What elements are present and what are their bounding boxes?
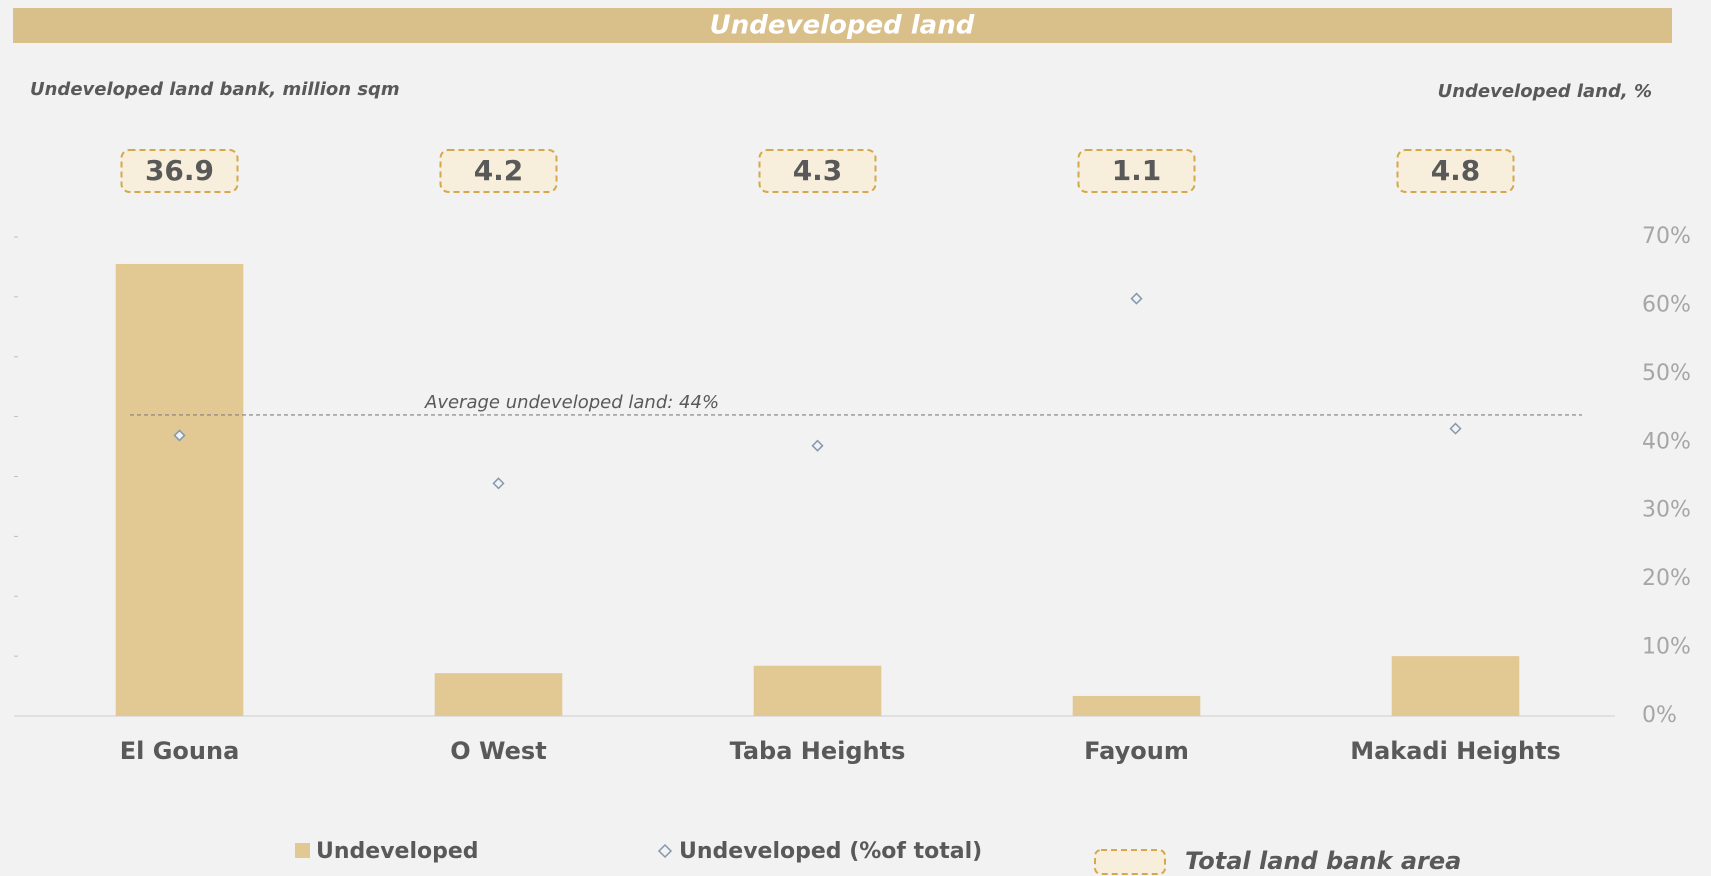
total-label: 4.8 <box>1431 154 1481 187</box>
legend-swatch <box>657 843 673 859</box>
point <box>1130 292 1143 305</box>
legend-swatch <box>295 843 310 858</box>
x-tick-label: Makadi Heights <box>1350 737 1561 765</box>
y2-tick-label: 50% <box>1642 361 1691 386</box>
bar <box>1072 695 1201 716</box>
title-bar <box>13 8 1672 43</box>
x-tick-label: Fayoum <box>1084 737 1189 765</box>
y2-tick-label: 70% <box>1642 224 1691 249</box>
total-label: 36.9 <box>145 154 214 187</box>
y-axis-label: Undeveloped land bank, million sqm <box>30 79 400 100</box>
total-box <box>758 149 877 193</box>
point <box>1449 422 1462 435</box>
legend-swatch <box>1094 849 1166 875</box>
total-label: 4.2 <box>474 154 524 187</box>
y2-tick-label: 20% <box>1642 566 1691 591</box>
x-tick-label: El Gouna <box>120 737 240 765</box>
y2-tick-label: 10% <box>1642 635 1691 660</box>
bar <box>753 665 882 716</box>
total-box <box>1077 149 1196 193</box>
x-tick-label: O West <box>450 737 546 765</box>
point <box>173 429 186 442</box>
bar <box>434 673 563 716</box>
point <box>492 477 505 490</box>
bar <box>1391 656 1520 716</box>
legend-label: Total land bank area <box>1185 847 1461 875</box>
bar <box>115 263 244 716</box>
total-label: 4.3 <box>793 154 843 187</box>
total-box <box>1396 149 1515 193</box>
average-label: Average undeveloped land: 44% <box>424 392 719 413</box>
y2-tick-label: 60% <box>1642 292 1691 317</box>
total-label: 1.1 <box>1112 154 1162 187</box>
x-tick-label: Taba Heights <box>730 737 906 765</box>
total-box <box>439 149 558 193</box>
legend-label: Undeveloped (%of total) <box>679 839 982 864</box>
y2-axis-label: Undeveloped land, % <box>1438 81 1652 102</box>
legend-label: Undeveloped <box>316 839 479 864</box>
y2-tick-label: 40% <box>1642 429 1691 454</box>
point <box>811 439 824 452</box>
chart-title: Undeveloped land <box>710 11 975 41</box>
y2-tick-label: 0% <box>1642 703 1677 728</box>
y2-tick-label: 30% <box>1642 498 1691 523</box>
total-box <box>120 149 239 193</box>
